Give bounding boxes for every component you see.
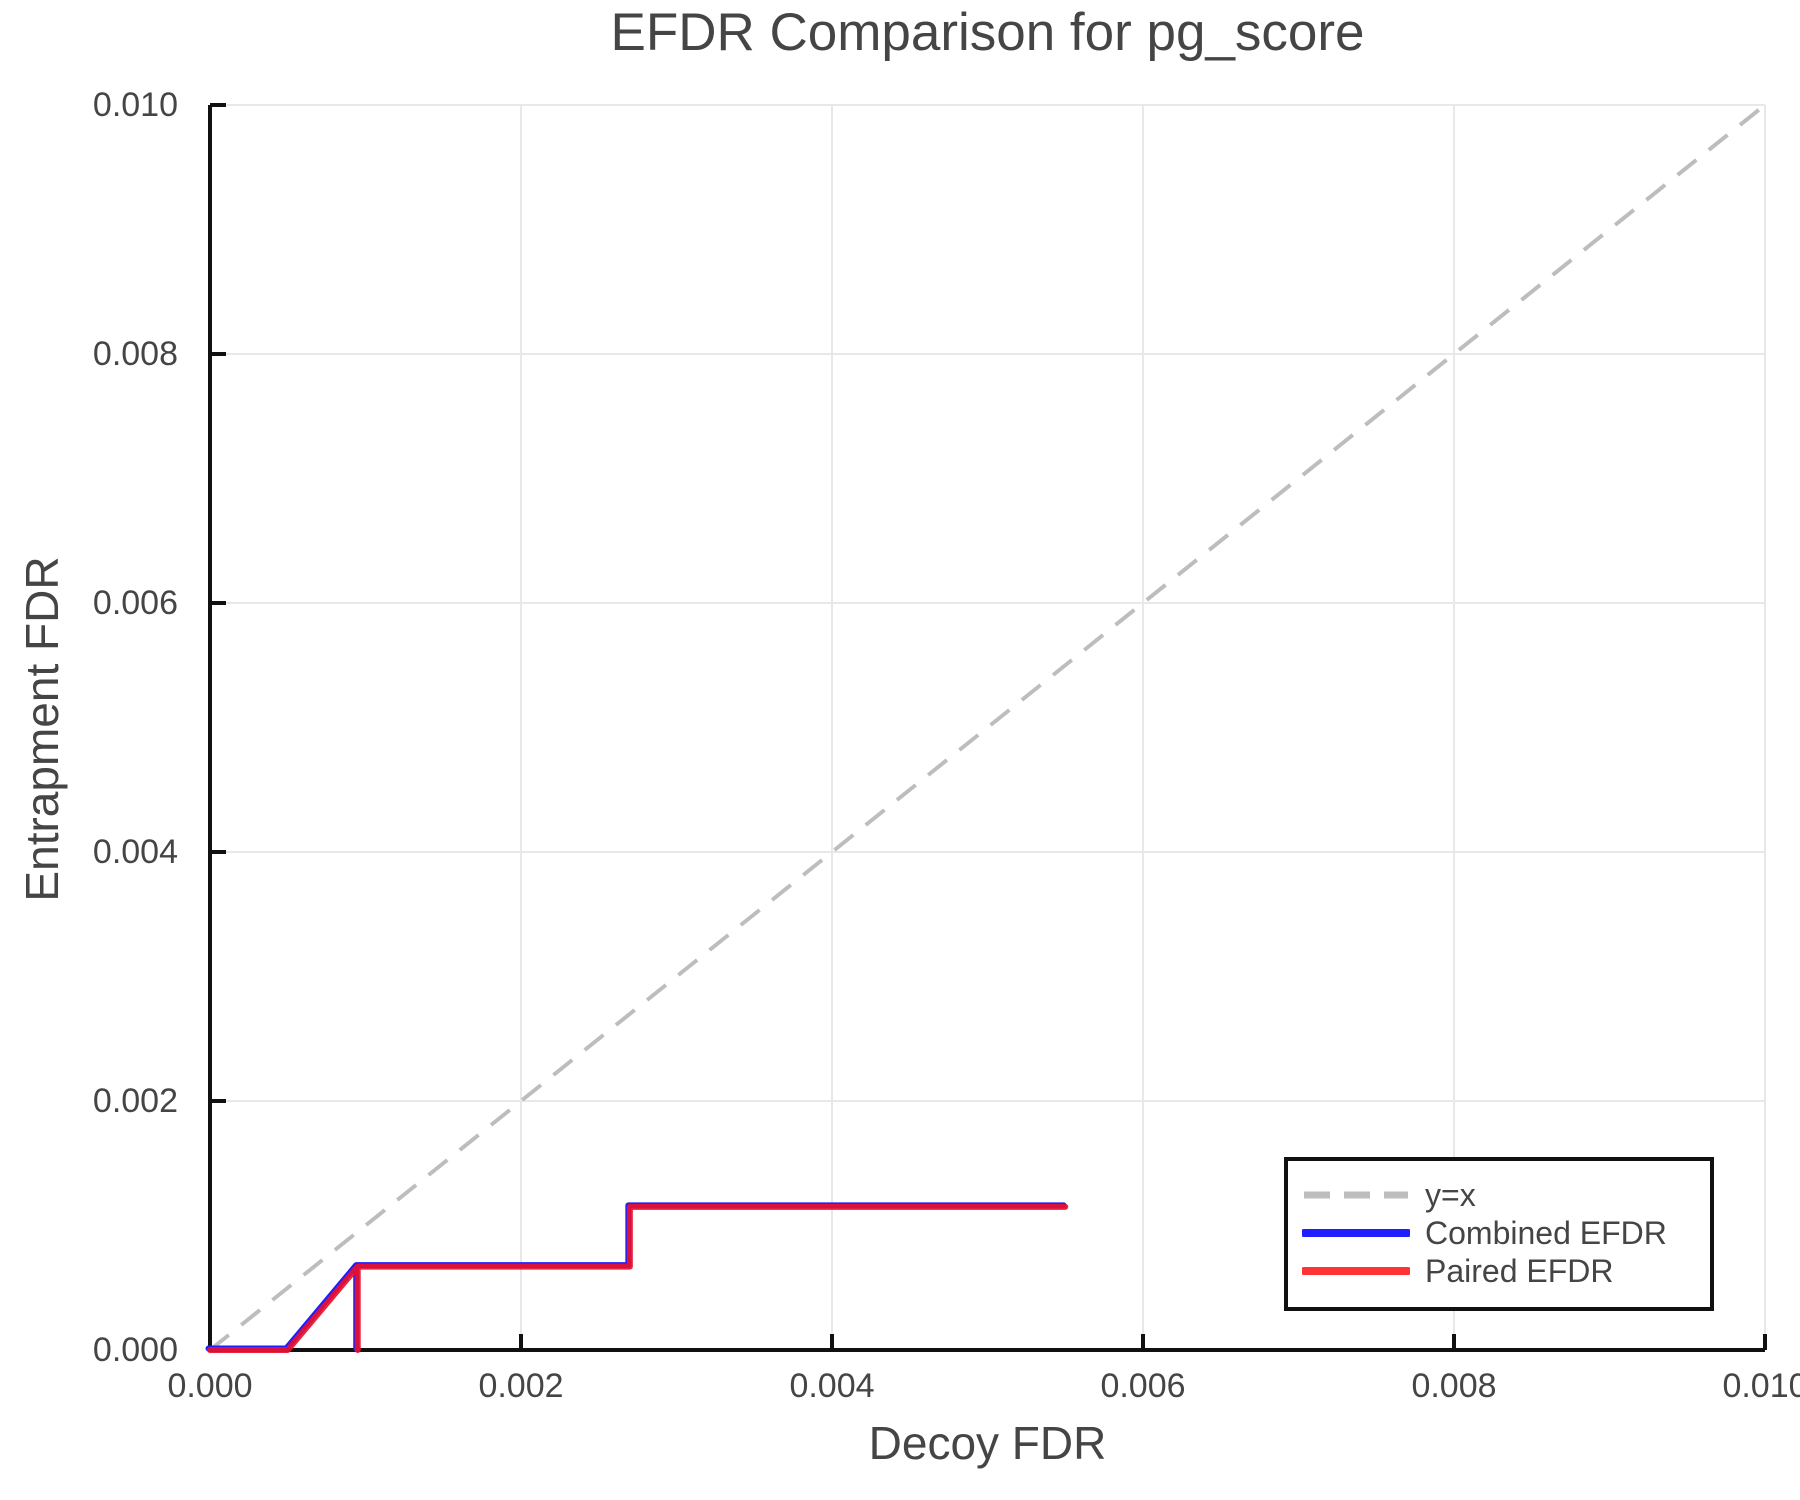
series-line-y-x <box>208 103 1767 1352</box>
y-tick-label: 0.000 <box>92 1331 178 1369</box>
y-axis-title: Entrapment FDR <box>16 556 68 902</box>
x-axis-title: Decoy FDR <box>868 1417 1107 1469</box>
legend-label: Combined EFDR <box>1425 1214 1667 1251</box>
y-tick-label: 0.004 <box>92 833 178 871</box>
x-tick-label: 0.006 <box>1100 1367 1186 1405</box>
legend-label: Paired EFDR <box>1425 1252 1614 1289</box>
y-tick-label: 0.008 <box>92 335 178 373</box>
x-tick-label: 0.008 <box>1411 1367 1497 1405</box>
y-tick-label: 0.002 <box>92 1082 178 1120</box>
legend: y=x Combined EFDR Paired EFDR <box>1284 1157 1714 1311</box>
series-line-paired-efdr <box>207 1203 1069 1353</box>
legend-label: y=x <box>1425 1176 1476 1213</box>
paired-line-swatch-icon <box>1302 1267 1410 1275</box>
y-tick-label: 0.010 <box>92 86 178 124</box>
identity-line-swatch-icon <box>1304 1191 1408 1199</box>
series-line-combined-efdr <box>205 1202 1067 1352</box>
legend-item-identity: y=x <box>1302 1176 1710 1214</box>
combined-line-swatch-icon <box>1302 1229 1410 1237</box>
legend-item-paired: Paired EFDR <box>1302 1252 1710 1290</box>
x-tick-label: 0.000 <box>167 1367 253 1405</box>
x-tick-label: 0.010 <box>1722 1367 1800 1405</box>
legend-item-combined: Combined EFDR <box>1302 1214 1710 1252</box>
y-tick-label: 0.006 <box>92 584 178 622</box>
x-tick-label: 0.004 <box>789 1367 875 1405</box>
x-tick-label: 0.002 <box>478 1367 564 1405</box>
chart-title: EFDR Comparison for pg_score <box>610 3 1365 62</box>
